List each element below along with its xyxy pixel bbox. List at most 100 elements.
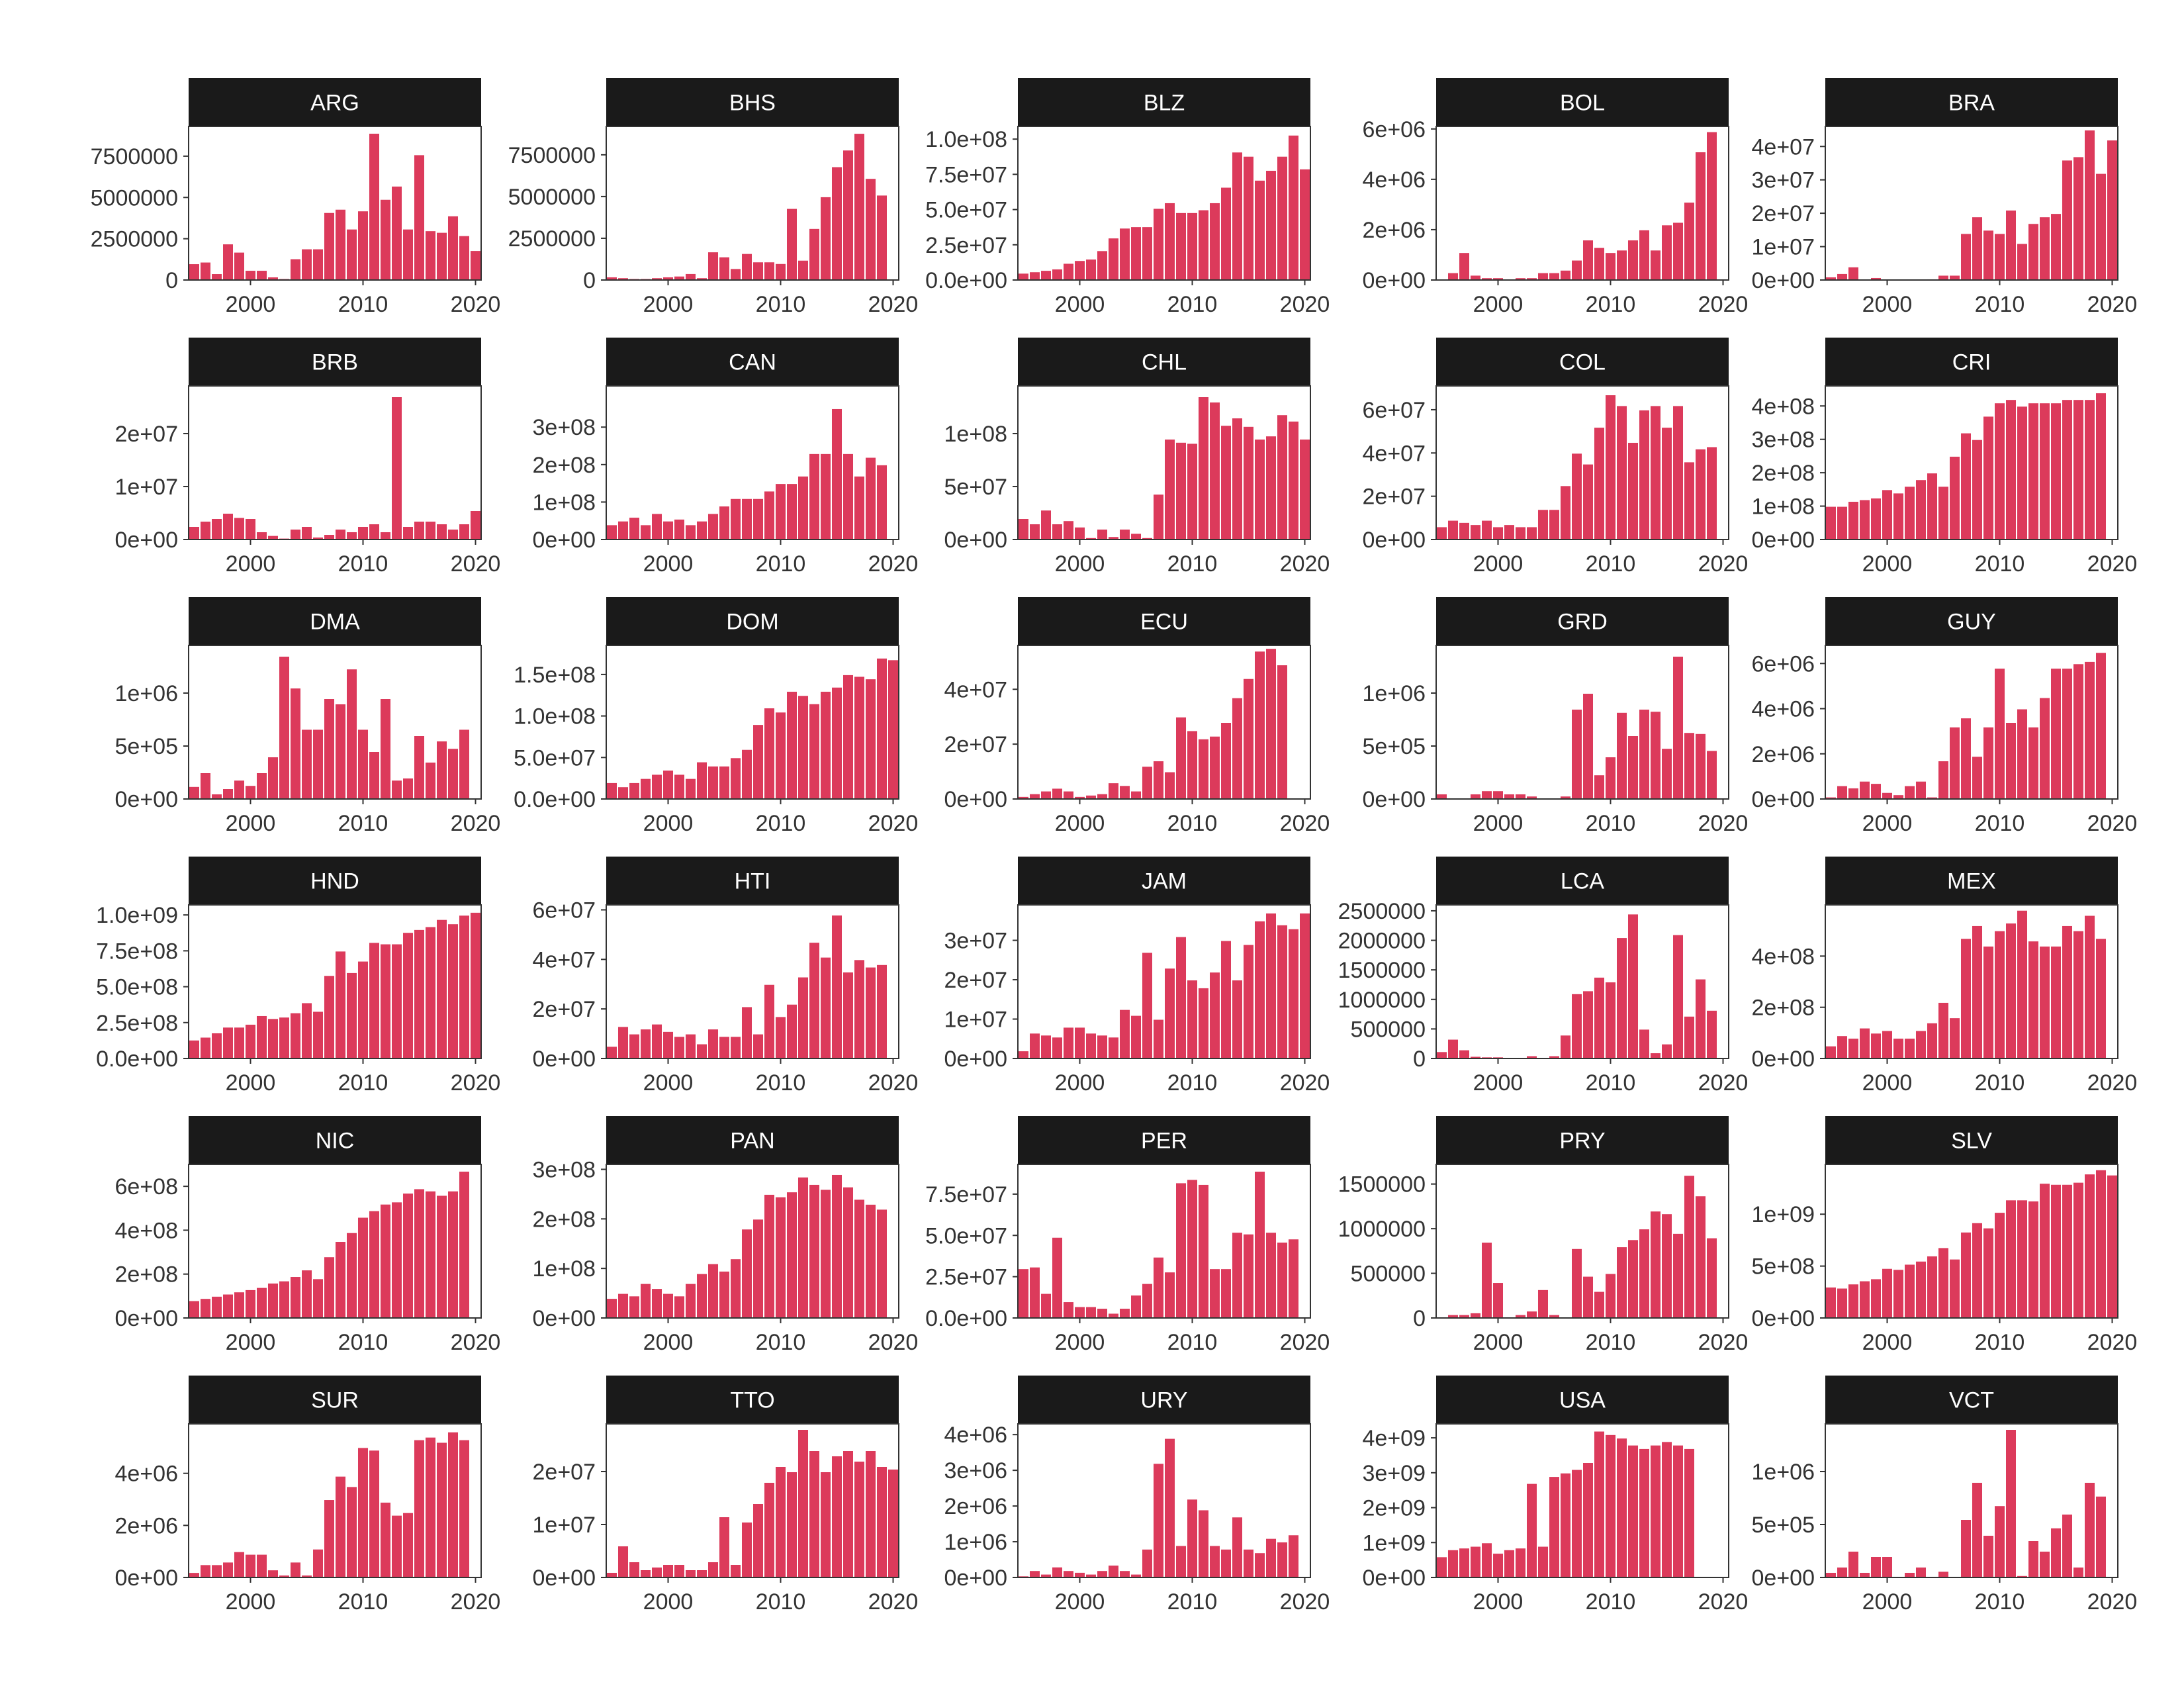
bar-dom-2009 <box>763 707 776 800</box>
bar-col-1999 <box>1480 519 1493 541</box>
panel-frame-dma <box>188 645 482 800</box>
bar-bol-2005 <box>1548 271 1561 281</box>
y-tick-label-brb: 2e+07 <box>115 422 179 447</box>
y-tick-label-lca: 2500000 <box>1338 899 1426 924</box>
bar-bhs-2014 <box>819 195 832 281</box>
strip-label-nic: NIC <box>316 1129 355 1154</box>
strip-label-chl: CHL <box>1142 350 1187 375</box>
bar-hti-2008 <box>752 1033 764 1060</box>
panel-cri: CRI 0e+00 1e+08 2e+08 3e+08 4e+08 2000 2010 2020 <box>1752 338 2137 577</box>
bar-sur-2019 <box>458 1438 471 1579</box>
bar-brb-2012 <box>379 531 392 540</box>
x-tick-label-mex: 2000 <box>1862 1070 1913 1096</box>
panel-frame-usa <box>1435 1423 1729 1578</box>
x-tick-label-chl: 2000 <box>1055 551 1105 577</box>
bar-brb-1995 <box>188 526 201 540</box>
y-tick-label-bhs: 2500000 <box>508 226 596 252</box>
bar-guy-2005 <box>1937 760 1950 800</box>
bar-chl-2012 <box>1208 401 1221 540</box>
bar-blz-2018 <box>1276 155 1289 281</box>
y-tick-label-pan: 0e+00 <box>533 1306 596 1331</box>
bar-col-2004 <box>1537 508 1549 541</box>
x-tick-label-dma: 2020 <box>451 811 501 836</box>
strip-slv <box>1825 1116 2118 1164</box>
bar-vct-2015 <box>2050 1526 2062 1579</box>
x-tick-label-blz: 2000 <box>1055 292 1105 317</box>
bar-grd-2013 <box>1638 708 1651 800</box>
bar-bol-2019 <box>1706 130 1718 281</box>
bar-slv-2004 <box>1926 1254 1938 1319</box>
y-tick-label-pan: 1e+08 <box>533 1256 596 1282</box>
bar-tto-1996 <box>617 1545 629 1578</box>
bar-hti-2011 <box>786 1003 798 1059</box>
bar-cri-2018 <box>2083 399 2096 540</box>
panel-vct: VCT 0e+00 5e+05 1e+06 2000 2010 2020 <box>1752 1376 2137 1615</box>
bar-chl-2010 <box>1186 442 1199 541</box>
y-tick-label-jam: 3e+07 <box>944 929 1008 954</box>
y-tick-label-slv: 0e+00 <box>1752 1306 1815 1331</box>
bar-slv-1995 <box>1825 1286 1837 1319</box>
bar-ecu-2015 <box>1242 677 1255 800</box>
bar-bhs-2015 <box>831 165 843 281</box>
bar-can-2004 <box>707 512 719 541</box>
bar-col-1995 <box>1435 526 1448 540</box>
bar-grd-2011 <box>1615 711 1628 800</box>
bar-jam-2010 <box>1186 979 1199 1059</box>
y-tick-label-ury: 3e+06 <box>944 1458 1008 1483</box>
bar-dom-2010 <box>774 711 787 800</box>
panel-hnd: HND 0.0e+00 2.5e+08 5.0e+08 7.5e+08 1.0e+09 20… <box>96 857 500 1096</box>
bar-hnd-2013 <box>390 943 403 1060</box>
x-tick-label-jam: 2000 <box>1055 1070 1105 1096</box>
strip-label-hti: HTI <box>735 869 771 894</box>
panel-slv: SLV 0e+00 5e+08 1e+09 2000 2010 2020 <box>1752 1116 2137 1355</box>
bar-chl-2013 <box>1220 424 1232 541</box>
bar-brb-2000 <box>244 518 257 540</box>
y-tick-label-slv: 5e+08 <box>1752 1254 1815 1280</box>
bar-pan-1998 <box>639 1282 652 1319</box>
bar-bol-2012 <box>1627 239 1639 281</box>
y-tick-label-col: 4e+07 <box>1363 441 1426 466</box>
bar-chl-2016 <box>1253 438 1266 540</box>
y-tick-label-usa: 4e+09 <box>1363 1426 1426 1451</box>
bar-per-2014 <box>1231 1231 1244 1319</box>
strip-label-cri: CRI <box>1952 350 1991 375</box>
x-tick-label-sur: 2010 <box>338 1589 388 1615</box>
bar-bhs-2010 <box>774 262 787 281</box>
y-tick-label-blz: 5.0e+07 <box>925 198 1007 223</box>
bar-mex-2014 <box>2038 945 2051 1060</box>
bar-ury-2010 <box>1186 1498 1199 1578</box>
bar-ecu-1999 <box>1062 790 1075 800</box>
bar-col-1996 <box>1447 519 1459 541</box>
bar-bhs-2013 <box>808 227 821 281</box>
bar-sur-1998 <box>222 1561 234 1578</box>
panel-frame-mex <box>1825 904 2118 1059</box>
bar-slv-2003 <box>1915 1260 1927 1319</box>
bar-bra-2019 <box>2095 172 2107 281</box>
bar-blz-1995 <box>1017 272 1030 281</box>
bar-mex-2002 <box>1903 1037 1916 1059</box>
bar-cri-2016 <box>2061 399 2073 540</box>
bar-jam-1998 <box>1051 1036 1064 1060</box>
panel-frame-nic <box>188 1164 482 1319</box>
x-tick-label-pan: 2000 <box>643 1330 694 1355</box>
bar-hnd-2015 <box>413 928 426 1060</box>
bar-arg-2009 <box>345 228 358 281</box>
bar-bra-2008 <box>1971 216 1983 281</box>
x-tick-label-arg: 2020 <box>451 292 501 317</box>
bar-vct-2008 <box>1971 1481 1983 1578</box>
bar-pan-2007 <box>741 1228 753 1319</box>
bar-usa-2011 <box>1615 1437 1628 1578</box>
bar-vct-2010 <box>1993 1505 2006 1578</box>
panel-dma: DMA 0e+00 5e+05 1e+06 2000 2010 2020 <box>115 597 501 836</box>
bar-arg-2000 <box>244 269 257 281</box>
bar-lca-2007 <box>1570 992 1583 1060</box>
bar-tto-2001 <box>673 1564 686 1578</box>
bar-can-1999 <box>651 512 663 541</box>
strip-can <box>606 338 899 386</box>
bar-dom-2011 <box>786 690 798 800</box>
x-tick-label-hti: 2010 <box>756 1070 806 1096</box>
bar-can-2013 <box>808 452 821 540</box>
bar-usa-2014 <box>1649 1444 1662 1579</box>
bar-tto-2007 <box>741 1521 753 1578</box>
y-tick-label-jam: 1e+07 <box>944 1008 1008 1033</box>
